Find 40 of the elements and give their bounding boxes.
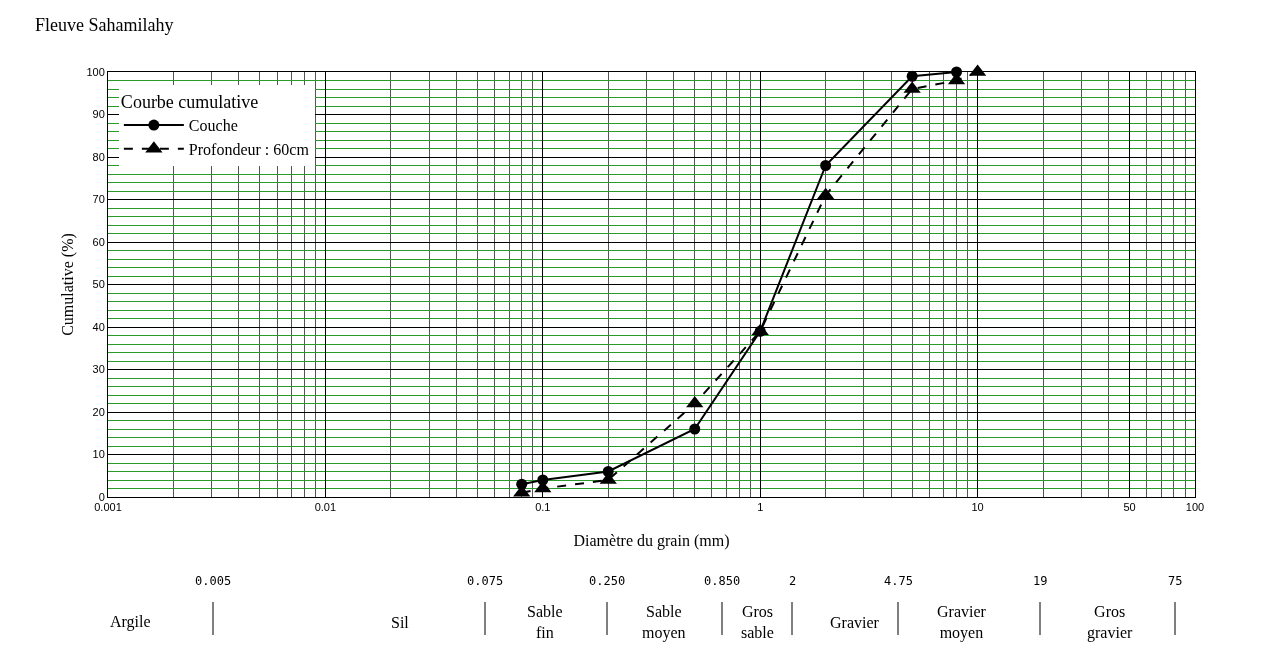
text: 0.005 bbox=[195, 574, 232, 588]
y-tick-label: 70 bbox=[92, 193, 105, 206]
text: Gros gravier bbox=[1087, 603, 1133, 642]
y-tick-label: 60 bbox=[92, 235, 105, 248]
y-tick-label: 10 bbox=[92, 448, 105, 461]
text: Sil bbox=[391, 614, 410, 631]
text: Gros sable bbox=[741, 603, 774, 641]
text: Sable moyen bbox=[642, 603, 686, 642]
y-tick-label: 40 bbox=[92, 320, 105, 333]
text: 19 bbox=[1033, 574, 1048, 588]
text: 2 bbox=[789, 574, 797, 588]
x-axis-title: Diamètre du grain (mm) bbox=[573, 531, 730, 550]
y-tick-label: 50 bbox=[92, 278, 105, 291]
x-tick-label: 50 bbox=[1123, 501, 1136, 514]
legend-title: Courbe cumulative bbox=[120, 92, 259, 113]
text: Argile bbox=[110, 613, 151, 631]
legend-label: Profondeur : 60cm bbox=[188, 141, 310, 159]
x-tick-label: 10 bbox=[971, 501, 984, 514]
y-tick-label: 90 bbox=[92, 108, 105, 121]
chart-title: Fleuve Sahamilahy bbox=[35, 14, 174, 35]
y-tick-label: 30 bbox=[92, 363, 105, 376]
text: 75 bbox=[1168, 574, 1183, 588]
text: Sable fin bbox=[527, 603, 563, 641]
y-tick-label: 20 bbox=[92, 405, 105, 418]
y-tick-label: 100 bbox=[86, 65, 105, 78]
y-tick-label: 0 bbox=[98, 490, 105, 503]
legend-label: Couche bbox=[188, 117, 238, 135]
x-tick-label: 0.001 bbox=[94, 501, 122, 514]
text: Gravier moyen bbox=[937, 603, 987, 642]
x-tick-label: 0.1 bbox=[535, 501, 551, 514]
text: Gravier bbox=[830, 614, 880, 631]
x-tick-label: 100 bbox=[1185, 501, 1205, 514]
text: 0.850 bbox=[704, 574, 741, 588]
y-tick-label: 80 bbox=[92, 150, 105, 163]
text: 4.75 bbox=[884, 574, 913, 588]
x-tick-label: 1 bbox=[757, 501, 764, 514]
y-axis-title: Cumulative (%) bbox=[59, 233, 78, 336]
text: 0.250 bbox=[589, 574, 626, 588]
text: 0.075 bbox=[467, 574, 504, 588]
x-tick-label: 0.01 bbox=[314, 501, 337, 514]
